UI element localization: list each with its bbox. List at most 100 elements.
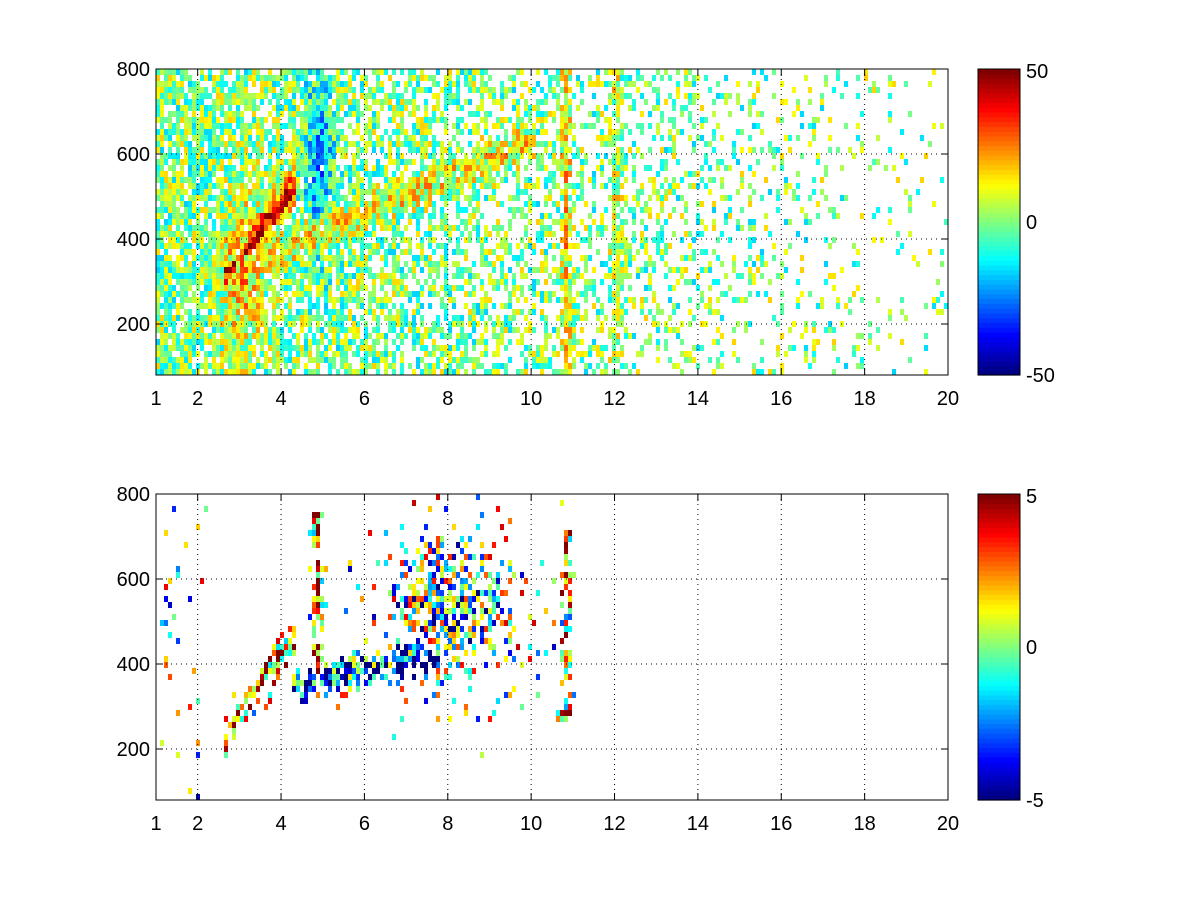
heatmap-cell [572, 339, 576, 345]
heatmap-cell [224, 297, 228, 303]
heatmap-cell [596, 249, 600, 255]
heatmap-cell [720, 231, 724, 237]
heatmap-cell [376, 303, 380, 309]
heatmap-cell [280, 351, 284, 357]
heatmap-cell [580, 273, 584, 279]
heatmap-cell [684, 255, 688, 261]
heatmap-cell [212, 279, 216, 285]
heatmap-cell [300, 135, 304, 141]
heatmap-cell [416, 123, 420, 129]
heatmap-cell [468, 273, 472, 279]
heatmap-cell [568, 303, 572, 309]
heatmap-cell [412, 135, 416, 141]
heatmap-cell [468, 129, 472, 135]
heatmap-cell [584, 225, 588, 231]
heatmap-cell [444, 303, 448, 309]
heatmap-cell [324, 123, 328, 129]
heatmap-cell [604, 183, 608, 189]
heatmap-cell [648, 195, 652, 201]
heatmap-cell [400, 333, 404, 339]
heatmap-cell [416, 141, 420, 147]
heatmap-cell [616, 81, 620, 87]
heatmap-cell [252, 255, 256, 261]
heatmap-cell [476, 87, 480, 93]
heatmap-cell [216, 183, 220, 189]
heatmap-cell [688, 309, 692, 315]
heatmap-cell [156, 351, 160, 357]
heatmap-cell [312, 261, 316, 267]
heatmap-cell [860, 111, 864, 117]
heatmap-cell [288, 231, 292, 237]
heatmap-cell [940, 309, 944, 315]
heatmap-cell [228, 87, 232, 93]
heatmap-cell [500, 105, 504, 111]
heatmap-cell [844, 363, 848, 369]
heatmap-cell [480, 183, 484, 189]
colorbar-swatch [978, 312, 1020, 319]
heatmap-cell [208, 333, 212, 339]
heatmap-cell [628, 105, 632, 111]
heatmap-cell [636, 147, 640, 153]
heatmap-cell [656, 69, 660, 75]
heatmap-cell [568, 171, 572, 177]
heatmap-cell [464, 249, 468, 255]
heatmap-cell [160, 363, 164, 369]
colorbar-swatch [978, 284, 1020, 290]
heatmap-cell [616, 243, 620, 249]
heatmap-cell [748, 243, 752, 249]
heatmap-cell [656, 327, 660, 333]
heatmap-cell [192, 237, 196, 243]
heatmap-cell [324, 333, 328, 339]
heatmap-cell [328, 363, 332, 369]
heatmap-cell [564, 165, 568, 171]
heatmap-cell [228, 327, 232, 333]
heatmap-cell [692, 93, 696, 99]
heatmap-cell [264, 267, 268, 273]
heatmap-cell [244, 69, 248, 75]
heatmap-cell [804, 213, 808, 219]
heatmap-cell [460, 333, 464, 339]
heatmap-cell [368, 183, 372, 189]
heatmap-cell [444, 255, 448, 261]
heatmap-cell [528, 195, 532, 201]
heatmap-cell [256, 279, 260, 285]
heatmap-cell [236, 195, 240, 201]
heatmap-cell [232, 315, 236, 321]
heatmap-cell [632, 195, 636, 201]
heatmap-cell [588, 177, 592, 183]
heatmap-cell [392, 69, 396, 75]
heatmap-cell [572, 93, 576, 99]
heatmap-cell [376, 333, 380, 339]
heatmap-cell [440, 111, 444, 117]
heatmap-cell [436, 105, 440, 111]
heatmap-cell [636, 369, 640, 375]
heatmap-cell [228, 279, 232, 285]
heatmap-cell [228, 285, 232, 291]
heatmap-cell [376, 99, 380, 105]
heatmap-cell [672, 99, 676, 105]
heatmap-cell [368, 267, 372, 273]
heatmap-cell [400, 183, 404, 189]
heatmap-cell [556, 81, 560, 87]
heatmap-cell [340, 327, 344, 333]
heatmap-cell [404, 183, 408, 189]
heatmap-cell [260, 213, 264, 219]
heatmap-cell [564, 255, 568, 261]
y-tick-label: 800 [117, 59, 150, 81]
heatmap-cell [660, 75, 664, 81]
heatmap-cell [680, 195, 684, 201]
heatmap-cell [180, 297, 184, 303]
heatmap-cell [264, 225, 268, 231]
heatmap-cell [372, 231, 376, 237]
heatmap-cell [268, 159, 272, 165]
heatmap-cell [620, 99, 624, 105]
heatmap-cell [316, 189, 320, 195]
heatmap-cell [240, 177, 244, 183]
heatmap-cell [940, 261, 944, 267]
heatmap-cell [300, 111, 304, 117]
heatmap-cell [368, 219, 372, 225]
heatmap-cell [540, 165, 544, 171]
heatmap-cell [436, 159, 440, 165]
heatmap-cell [484, 117, 488, 123]
heatmap-cell [188, 249, 192, 255]
